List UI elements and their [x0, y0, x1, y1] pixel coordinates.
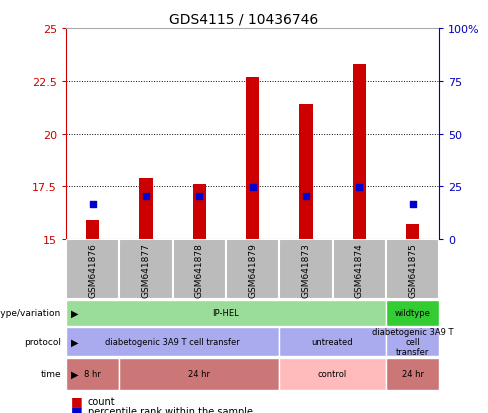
Text: ▶: ▶: [71, 337, 78, 347]
Point: [355, 185, 363, 191]
Bar: [139, 178, 153, 240]
Bar: [279, 240, 332, 299]
Bar: [119, 358, 279, 389]
Point: [142, 193, 150, 199]
Point: [89, 202, 97, 208]
Bar: [352, 65, 366, 240]
Point: [408, 202, 416, 208]
Bar: [66, 240, 119, 299]
Bar: [386, 327, 439, 356]
Text: diabetogenic 3A9 T
cell
transfer: diabetogenic 3A9 T cell transfer: [372, 328, 453, 356]
Text: ■: ■: [71, 404, 82, 413]
Text: GDS4115 / 10436746: GDS4115 / 10436746: [169, 12, 319, 26]
Text: diabetogenic 3A9 T cell transfer: diabetogenic 3A9 T cell transfer: [105, 337, 240, 346]
Text: ■: ■: [71, 394, 82, 407]
Bar: [173, 240, 226, 299]
Bar: [279, 327, 386, 356]
Text: 24 hr: 24 hr: [402, 369, 424, 378]
Bar: [246, 77, 259, 240]
Text: ▶: ▶: [71, 369, 78, 379]
Bar: [193, 185, 206, 240]
Text: 8 hr: 8 hr: [84, 369, 101, 378]
Text: GSM641877: GSM641877: [142, 242, 150, 297]
Text: GSM641873: GSM641873: [302, 242, 310, 297]
Text: GSM641878: GSM641878: [195, 242, 203, 297]
Bar: [119, 240, 173, 299]
Text: GSM641876: GSM641876: [88, 242, 97, 297]
Bar: [332, 240, 386, 299]
Text: genotype/variation: genotype/variation: [0, 309, 61, 317]
Text: GSM641879: GSM641879: [248, 242, 257, 297]
Bar: [386, 240, 439, 299]
Text: wildtype: wildtype: [395, 309, 430, 317]
Text: GSM641875: GSM641875: [408, 242, 417, 297]
Bar: [66, 358, 119, 389]
Text: GSM641874: GSM641874: [355, 242, 364, 297]
Point: [195, 193, 203, 199]
Text: percentile rank within the sample: percentile rank within the sample: [88, 406, 253, 413]
Text: count: count: [88, 396, 116, 406]
Text: 24 hr: 24 hr: [188, 369, 210, 378]
Bar: [299, 105, 312, 240]
Point: [248, 185, 257, 191]
Text: time: time: [41, 369, 61, 378]
Text: untreated: untreated: [312, 337, 353, 346]
Text: ▶: ▶: [71, 308, 78, 318]
Bar: [279, 358, 386, 389]
Text: control: control: [318, 369, 347, 378]
Bar: [66, 327, 279, 356]
Text: IP-HEL: IP-HEL: [212, 309, 239, 317]
Bar: [226, 240, 279, 299]
Bar: [386, 300, 439, 326]
Bar: [86, 221, 99, 240]
Bar: [66, 300, 386, 326]
Point: [302, 193, 310, 199]
Bar: [406, 225, 419, 240]
Text: protocol: protocol: [24, 337, 61, 346]
Bar: [386, 358, 439, 389]
